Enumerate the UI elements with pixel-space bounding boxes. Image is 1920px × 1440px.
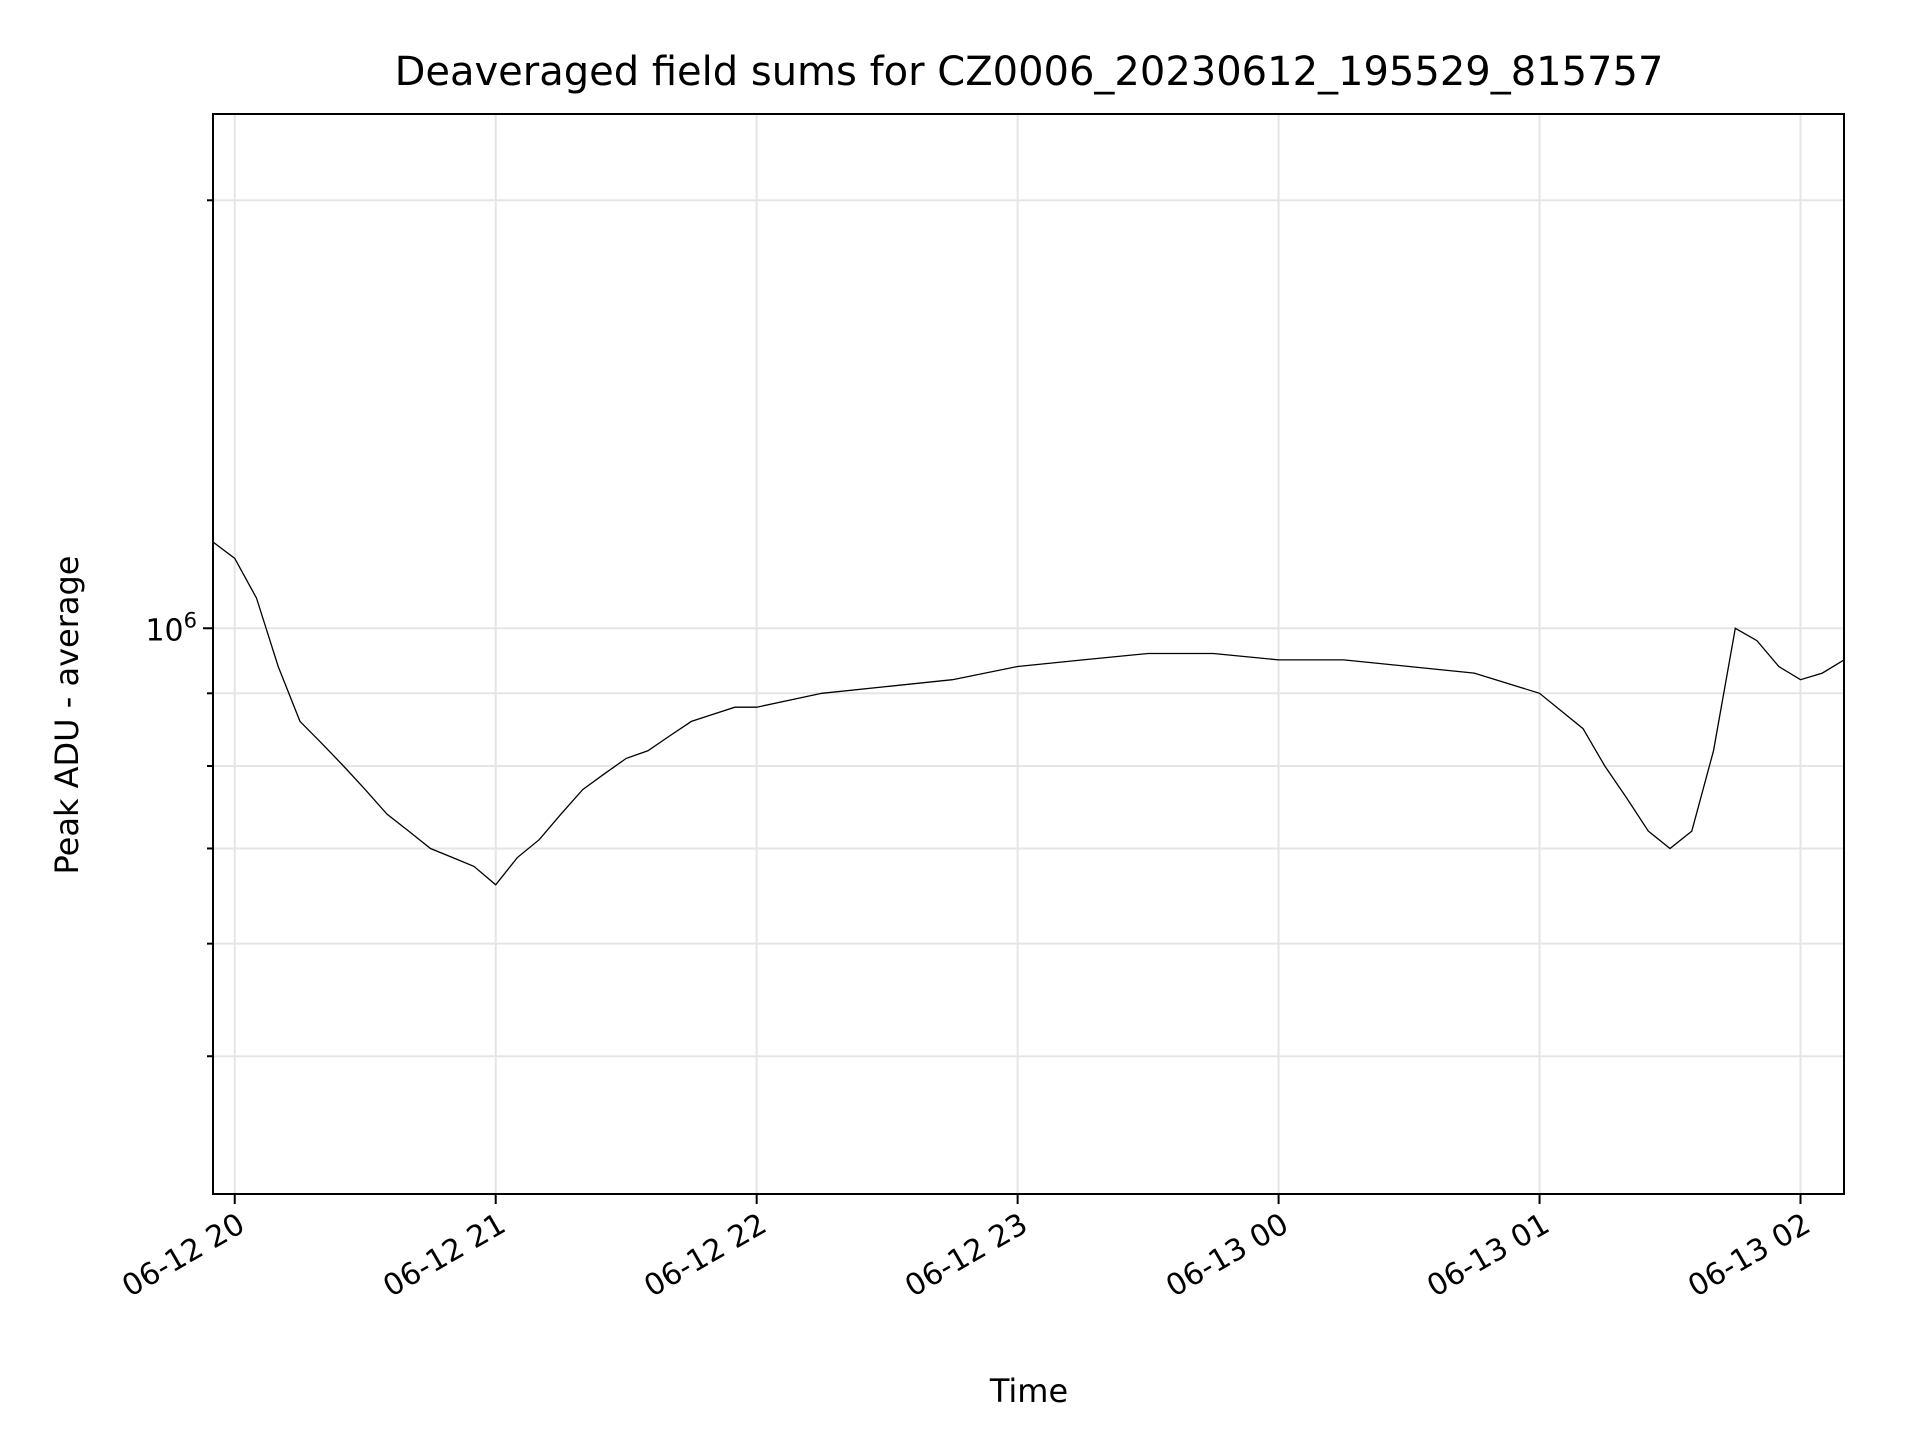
- y-tick-label-exponent: 6: [184, 608, 197, 632]
- y-tick-label-base: 10: [145, 613, 183, 648]
- series-layer: [212, 541, 1845, 886]
- axes: [212, 113, 1845, 1195]
- grid: [213, 114, 1844, 1194]
- y-tick-label: 106: [145, 608, 197, 648]
- plot-frame: [212, 113, 1845, 1195]
- series-line: [212, 541, 1845, 886]
- y-axis-label: Peak ADU - average: [48, 556, 86, 875]
- chart-title: Deaveraged field sums for CZ0006_2023061…: [395, 49, 1664, 95]
- x-axis-label: Time: [989, 1372, 1068, 1410]
